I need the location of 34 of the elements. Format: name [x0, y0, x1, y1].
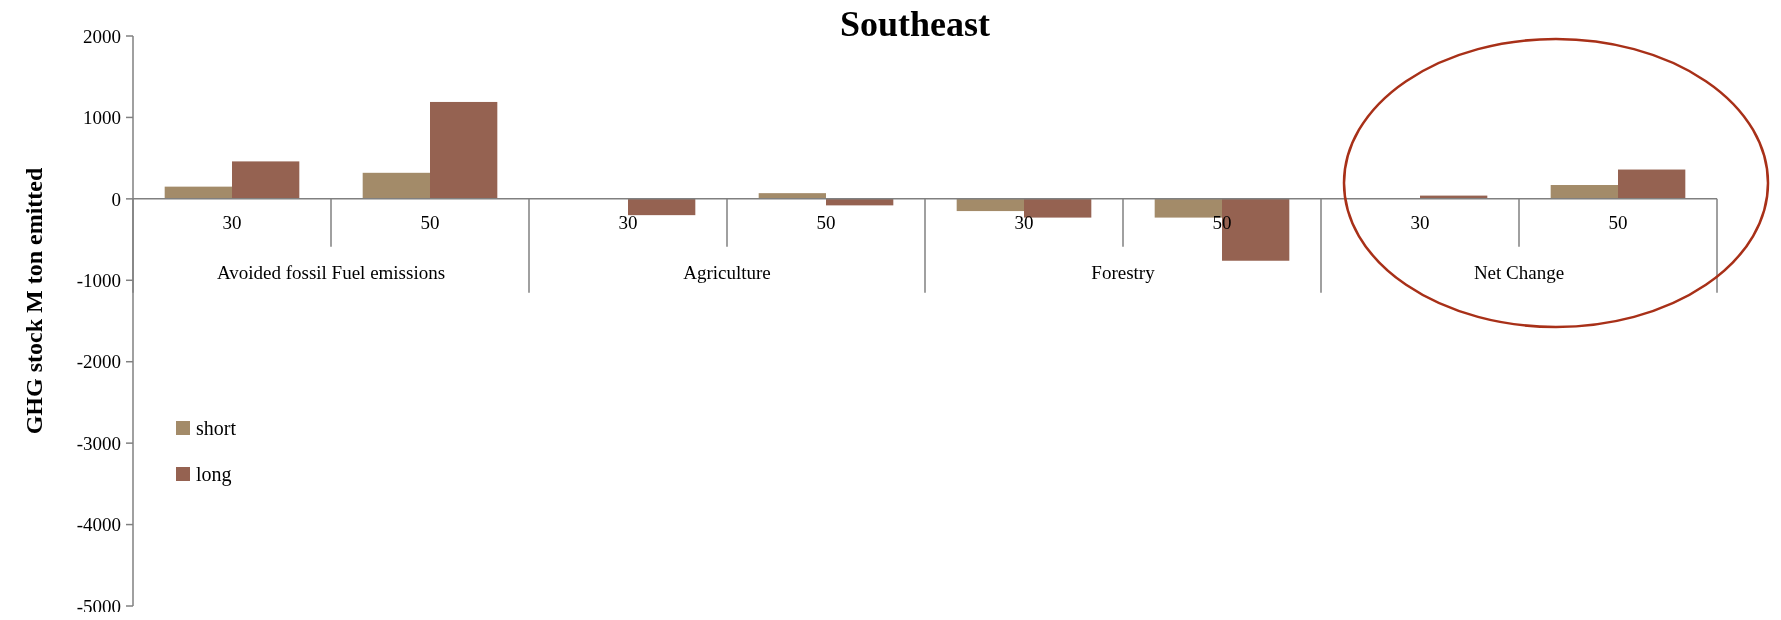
bar: [1550, 185, 1618, 199]
annotation: Net Change: [1473, 261, 1565, 283]
legend-label: long: [196, 463, 232, 486]
x-tick-label: 50: [1212, 211, 1232, 233]
x-tick-label: 50: [1608, 211, 1628, 233]
x-tick-label: 30: [618, 211, 638, 233]
y-tick-label: -5000: [76, 595, 121, 617]
x-tick-label: 50: [420, 211, 440, 233]
y-tick-label: -1000: [76, 269, 121, 291]
bar: [628, 198, 696, 216]
bar: [1154, 198, 1222, 218]
x-tick-label: 30: [222, 211, 242, 233]
y-tick-label: 2000: [83, 25, 121, 47]
x-tick-label: 30: [1410, 211, 1430, 233]
annotation: Forestry: [1091, 261, 1156, 283]
bar: [232, 161, 300, 199]
bar: [164, 186, 232, 199]
y-tick-label: 0: [111, 188, 121, 210]
bar: [956, 198, 1024, 212]
bar: [1024, 198, 1092, 218]
legend-label: short: [196, 417, 237, 439]
bar: [1618, 169, 1686, 199]
y-tick-label: -2000: [76, 351, 121, 373]
x-tick-label: 30: [1014, 211, 1034, 233]
bar: [430, 101, 498, 199]
bar: [362, 172, 430, 199]
chart-title: Southeast: [839, 4, 991, 44]
y-tick-label: 1000: [83, 107, 121, 129]
annotation: Avoided fossil Fuel emissions: [216, 261, 446, 283]
y-tick-label: -3000: [76, 432, 121, 454]
y-axis-title: GHG stock M ton emitted: [21, 167, 47, 435]
x-tick-label: 50: [816, 211, 836, 233]
y-tick-label: -4000: [76, 514, 121, 536]
annotation: Agriculture: [683, 261, 771, 283]
